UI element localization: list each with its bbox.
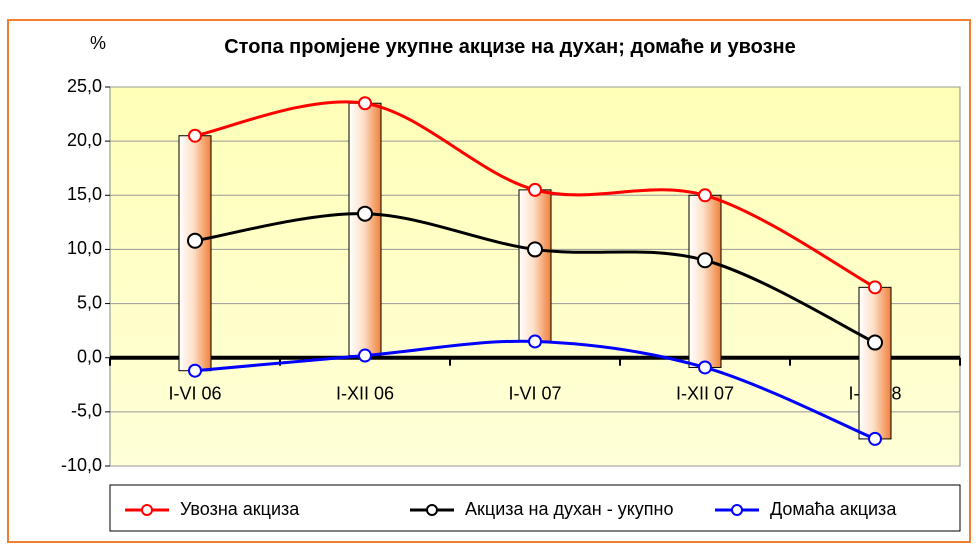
legend-label: Увозна акциза <box>180 499 300 519</box>
x-tick-label: I-VI 07 <box>508 383 561 403</box>
point-marker <box>527 241 543 258</box>
y-tick-label: 20,0 <box>67 130 102 150</box>
legend-label: Акциза на духан - укупно <box>465 499 674 519</box>
point-marker <box>187 232 203 249</box>
high-low-bar <box>858 286 892 440</box>
point-marker <box>697 252 713 269</box>
y-tick-label: -5,0 <box>71 401 102 421</box>
x-tick-label: I-XII 06 <box>336 383 394 403</box>
y-tick-label: 10,0 <box>67 238 102 258</box>
high-low-bar <box>348 102 382 357</box>
point-marker <box>698 188 712 203</box>
high-low-bar <box>518 189 552 342</box>
point-marker <box>358 348 372 363</box>
y-axis-label: % <box>90 33 106 53</box>
point-marker <box>698 360 712 375</box>
legend-label: Домаћа акциза <box>770 499 897 519</box>
point-marker <box>188 363 202 378</box>
point-marker <box>528 182 542 197</box>
y-tick-label: 0,0 <box>77 346 102 366</box>
y-tick-label: 25,0 <box>67 76 102 96</box>
legend-marker <box>731 504 743 516</box>
x-tick-label: I-XII 07 <box>676 383 734 403</box>
point-marker <box>528 334 542 349</box>
point-marker <box>867 334 883 351</box>
point-marker <box>868 431 882 446</box>
y-tick-label: -10,0 <box>61 455 102 475</box>
point-marker <box>868 280 882 295</box>
y-tick-label: 5,0 <box>77 292 102 312</box>
point-marker <box>358 96 372 111</box>
point-marker <box>357 205 373 222</box>
chart-title: Стопа промјене укупне акцизе на духан; д… <box>224 36 796 58</box>
legend-marker <box>141 504 153 516</box>
legend-box <box>109 484 961 532</box>
high-low-bar <box>178 135 212 372</box>
point-marker <box>188 128 202 143</box>
high-low-bar <box>688 194 722 368</box>
y-tick-label: 15,0 <box>67 184 102 204</box>
x-tick-label: I-VI 06 <box>168 383 221 403</box>
legend-marker <box>426 504 438 516</box>
